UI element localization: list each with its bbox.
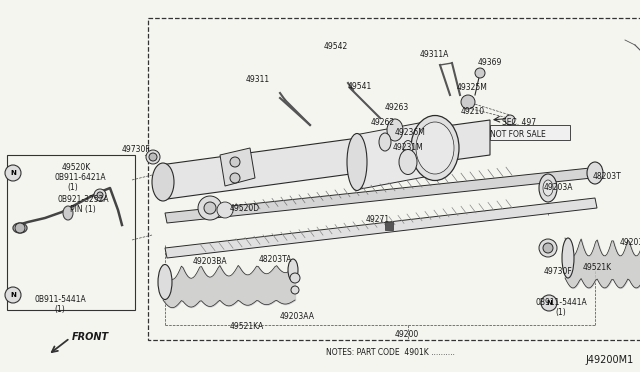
Ellipse shape <box>562 238 574 278</box>
Polygon shape <box>165 198 597 258</box>
Text: 49311A: 49311A <box>419 50 449 59</box>
Text: 48203T: 48203T <box>593 172 621 181</box>
Bar <box>7 155 135 310</box>
Text: 49521KA: 49521KA <box>230 322 264 331</box>
Text: 49210: 49210 <box>461 107 485 116</box>
Ellipse shape <box>399 150 417 174</box>
Text: 49203BA: 49203BA <box>193 257 227 266</box>
Circle shape <box>5 287 21 303</box>
Circle shape <box>198 196 222 220</box>
Text: 49311: 49311 <box>246 75 270 84</box>
Circle shape <box>543 243 553 253</box>
Ellipse shape <box>403 141 413 155</box>
Text: J49200M1: J49200M1 <box>586 355 634 365</box>
Circle shape <box>217 202 233 218</box>
Circle shape <box>290 273 300 283</box>
Circle shape <box>230 173 240 183</box>
Circle shape <box>15 223 25 233</box>
Ellipse shape <box>587 162 603 184</box>
Circle shape <box>5 165 21 181</box>
Text: 49369: 49369 <box>478 58 502 67</box>
Text: NOT FOR SALE: NOT FOR SALE <box>490 130 546 139</box>
Circle shape <box>461 95 475 109</box>
Text: FRONT: FRONT <box>72 332 109 342</box>
Polygon shape <box>165 168 592 223</box>
Text: 49730F: 49730F <box>543 267 572 276</box>
Circle shape <box>541 295 557 311</box>
Text: 49271: 49271 <box>366 215 390 224</box>
Ellipse shape <box>13 223 27 233</box>
Text: 49521K: 49521K <box>582 263 612 272</box>
Bar <box>148 18 640 340</box>
Circle shape <box>505 115 515 125</box>
Text: 49203B: 49203B <box>620 238 640 247</box>
Text: 49520D: 49520D <box>230 204 260 213</box>
Text: PIN (1): PIN (1) <box>70 205 96 214</box>
Text: 49325M: 49325M <box>456 83 488 92</box>
Polygon shape <box>160 120 490 200</box>
Text: N: N <box>546 300 552 306</box>
Circle shape <box>539 239 557 257</box>
Circle shape <box>291 286 299 294</box>
Polygon shape <box>355 120 435 190</box>
Ellipse shape <box>416 122 454 174</box>
Text: (1): (1) <box>556 308 566 317</box>
Text: 48203TA: 48203TA <box>259 255 292 264</box>
Text: 0B921-3252A: 0B921-3252A <box>57 195 109 204</box>
Text: SEC. 497: SEC. 497 <box>502 118 536 127</box>
Polygon shape <box>220 148 255 186</box>
Ellipse shape <box>152 163 174 201</box>
Circle shape <box>204 202 216 214</box>
Ellipse shape <box>158 264 172 299</box>
Text: (1): (1) <box>68 183 78 192</box>
Text: 49730F: 49730F <box>122 145 150 154</box>
Text: 49263: 49263 <box>385 103 409 112</box>
Text: 49262: 49262 <box>371 118 395 127</box>
Text: N: N <box>10 292 16 298</box>
Text: 49542: 49542 <box>324 42 348 51</box>
Circle shape <box>475 68 485 78</box>
Ellipse shape <box>411 115 459 180</box>
Text: 49203A: 49203A <box>543 183 573 192</box>
Ellipse shape <box>347 134 367 190</box>
Text: (1): (1) <box>54 305 65 314</box>
Text: 0B911-5441A: 0B911-5441A <box>34 295 86 304</box>
Text: 49541: 49541 <box>348 82 372 91</box>
Text: N: N <box>10 170 16 176</box>
Text: 49236M: 49236M <box>395 128 426 137</box>
Ellipse shape <box>387 119 403 141</box>
Circle shape <box>149 153 157 161</box>
Text: 0B911-6421A: 0B911-6421A <box>54 173 106 182</box>
Text: 49203AA: 49203AA <box>280 312 314 321</box>
Circle shape <box>94 189 106 201</box>
Bar <box>385 222 393 230</box>
Text: 49200: 49200 <box>395 330 419 339</box>
Text: 0B911-5441A: 0B911-5441A <box>535 298 587 307</box>
Text: NOTES: PART CODE  4901K ..........: NOTES: PART CODE 4901K .......... <box>326 348 454 357</box>
Ellipse shape <box>379 133 391 151</box>
Ellipse shape <box>543 180 553 196</box>
Ellipse shape <box>539 174 557 202</box>
Ellipse shape <box>63 206 73 220</box>
Circle shape <box>146 150 160 164</box>
Circle shape <box>230 157 240 167</box>
Text: 49231M: 49231M <box>392 143 424 152</box>
Text: 49520K: 49520K <box>61 163 91 172</box>
Circle shape <box>97 192 103 198</box>
Bar <box>490 125 570 140</box>
Ellipse shape <box>288 259 298 281</box>
